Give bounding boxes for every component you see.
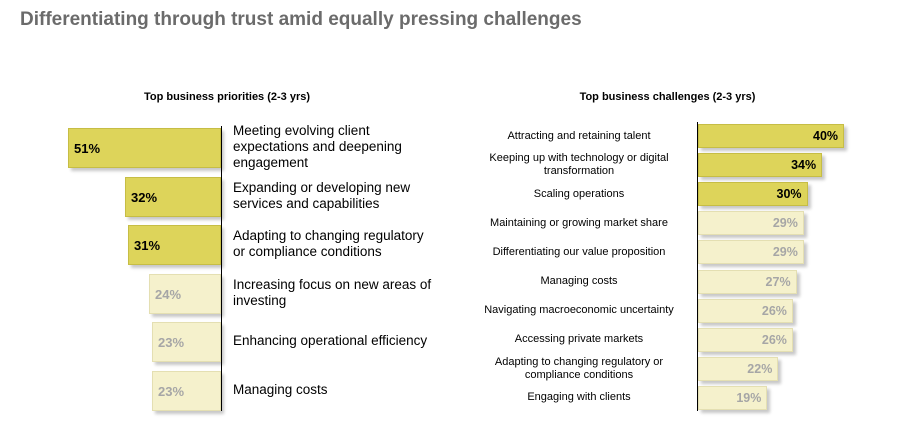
priority-bar (128, 225, 221, 265)
priority-category-label: Enhancing operational efficiency (233, 333, 428, 348)
challenge-category-label: Maintaining or growing market share (490, 216, 668, 229)
challenge-value-label: 27% (765, 274, 791, 289)
challenge-category-label: Attracting and retaining talent (507, 129, 651, 142)
priorities-chart-title: Top business priorities (2-3 yrs) (143, 91, 311, 103)
challenge-value-label: 29% (772, 216, 798, 231)
challenge-value-label: 40% (813, 129, 839, 143)
challenge-bar (698, 240, 804, 265)
challenge-value-label: 30% (776, 187, 802, 202)
challenge-category-label: Scaling operations (533, 187, 625, 200)
challenge-bar (698, 356, 779, 381)
priority-value-label: 51% (74, 141, 101, 156)
challenge-bar (698, 211, 804, 236)
priority-category-label: Meeting evolving client expectations and… (233, 123, 402, 170)
challenge-bar (698, 153, 823, 178)
challenge-value-label: 19% (736, 390, 762, 405)
challenge-value-label: 34% (791, 158, 817, 173)
priority-value-label: 31% (134, 238, 161, 253)
challenge-bar (698, 298, 793, 323)
challenge-category-label: Accessing private markets (514, 333, 644, 346)
challenge-category-label: Adapting to changing regulatory or compl… (494, 355, 664, 381)
challenges-chart-title: Top business challenges (2-3 yrs) (579, 91, 756, 103)
challenge-bar (698, 385, 768, 410)
priority-category-label: Managing costs (233, 381, 328, 397)
priority-category-label: Adapting to changing regulatory or compl… (233, 228, 424, 259)
challenge-bar (698, 124, 844, 148)
page-title: Differentiating through trust amid equal… (20, 9, 582, 30)
challenge-category-label: Differentiating our value proposition (492, 245, 666, 258)
priorities-axis-line (221, 126, 222, 411)
priority-bar (68, 128, 221, 168)
priority-value-label: 23% (158, 335, 185, 350)
challenge-category-label: Navigating macroeconomic uncertainty (484, 304, 674, 317)
priority-category-label: Increasing focus on new areas of investi… (233, 276, 432, 308)
priority-value-label: 23% (158, 383, 185, 399)
challenge-value-label: 26% (761, 303, 787, 318)
challenge-category-label: Engaging with clients (527, 391, 631, 404)
priority-bar (149, 273, 221, 314)
priority-category-label: Expanding or developing new services and… (233, 179, 411, 211)
priority-bar (152, 322, 221, 362)
challenge-category-label: Keeping up with technology or digital tr… (489, 152, 669, 178)
challenge-bar (698, 269, 797, 294)
priority-value-label: 32% (131, 189, 158, 205)
challenge-value-label: 22% (747, 361, 773, 376)
challenges-axis-line (697, 122, 698, 411)
priority-bar (152, 370, 221, 411)
challenge-value-label: 26% (761, 332, 787, 347)
priority-value-label: 24% (155, 286, 182, 302)
challenge-category-label: Managing costs (540, 275, 618, 287)
challenge-bar (698, 182, 808, 207)
priority-bar (125, 176, 221, 217)
challenge-bar (698, 327, 793, 352)
challenge-value-label: 29% (772, 245, 798, 260)
